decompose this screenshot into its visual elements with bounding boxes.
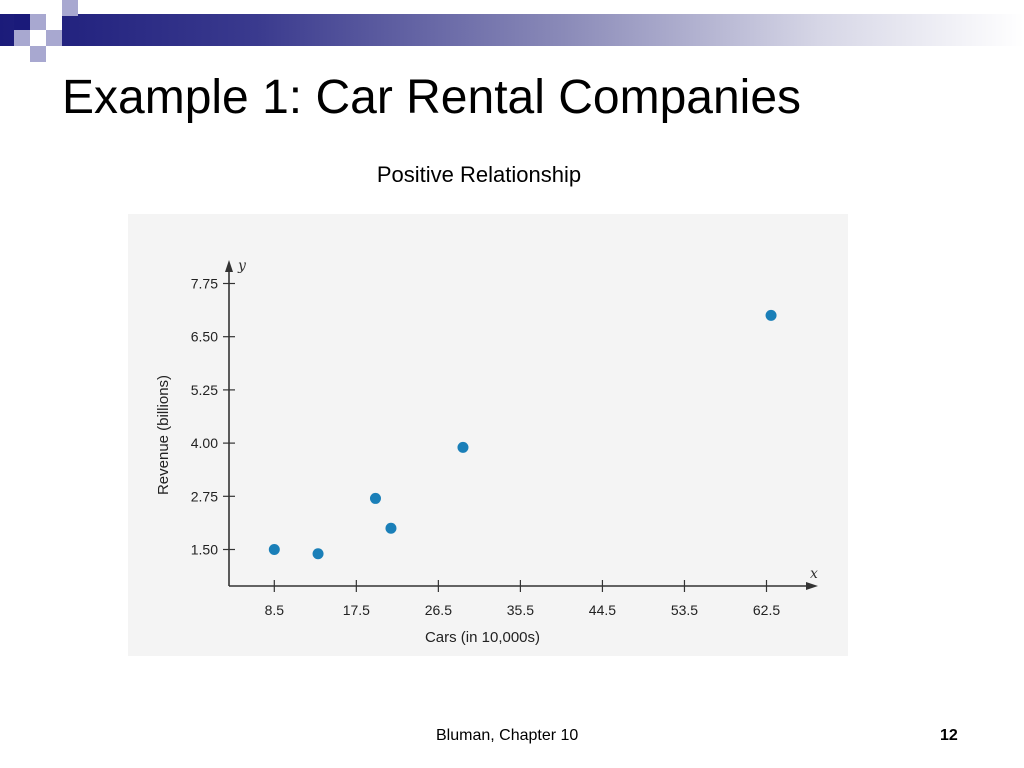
y-tick-label: 5.25 [191,382,218,398]
chart-subtitle: Positive Relationship [376,162,582,187]
y-tick-label: 1.50 [191,542,218,558]
y-axis-symbol: y [237,258,247,274]
x-tick-label: 8.5 [265,602,285,618]
decorative-square [30,14,46,30]
x-tick-label: 62.5 [753,602,780,618]
data-point [385,522,397,534]
decorative-square [46,30,62,46]
x-axis-arrow [806,582,818,590]
data-point [765,309,777,321]
header-gradient-bar [0,14,1024,46]
slide-title: Example 1: Car Rental Companies [62,71,802,124]
page-number: 12 [940,727,958,744]
decorative-square [62,0,78,16]
y-tick-label: 7.75 [191,276,218,292]
decorative-square [30,46,46,62]
scatter-chart: x y 8.5 17.5 26.5 35.5 44.5 53.5 62.5 1.50 2.75 4.0… [155,258,818,646]
chart-panel: x y 8.5 17.5 26.5 35.5 44.5 53.5 62.5 1.50 2.75 4.0… [128,214,848,656]
decorative-square [14,30,30,46]
y-axis-arrow [225,260,233,272]
y-tick-label: 6.50 [191,329,218,345]
x-tick-label: 44.5 [589,602,616,618]
x-tick-label: 53.5 [671,602,698,618]
y-tick-label: 4.00 [191,435,218,451]
x-tick-label: 35.5 [507,602,534,618]
x-tick-label: 17.5 [343,602,370,618]
decorative-square [30,30,46,46]
x-tick-label: 26.5 [425,602,452,618]
data-point [457,441,469,453]
decorative-square [14,14,30,30]
y-axis-label: Revenue (billions) [155,375,172,495]
footer-credit: Bluman, Chapter 10 [436,727,579,744]
x-axis-symbol: x [810,566,818,582]
decorative-square [46,14,62,30]
x-axis-label: Cars (in 10,000s) [425,629,540,646]
data-point [312,548,324,560]
y-tick-label: 2.75 [191,488,218,504]
data-point [268,544,280,555]
data-point [369,492,381,504]
